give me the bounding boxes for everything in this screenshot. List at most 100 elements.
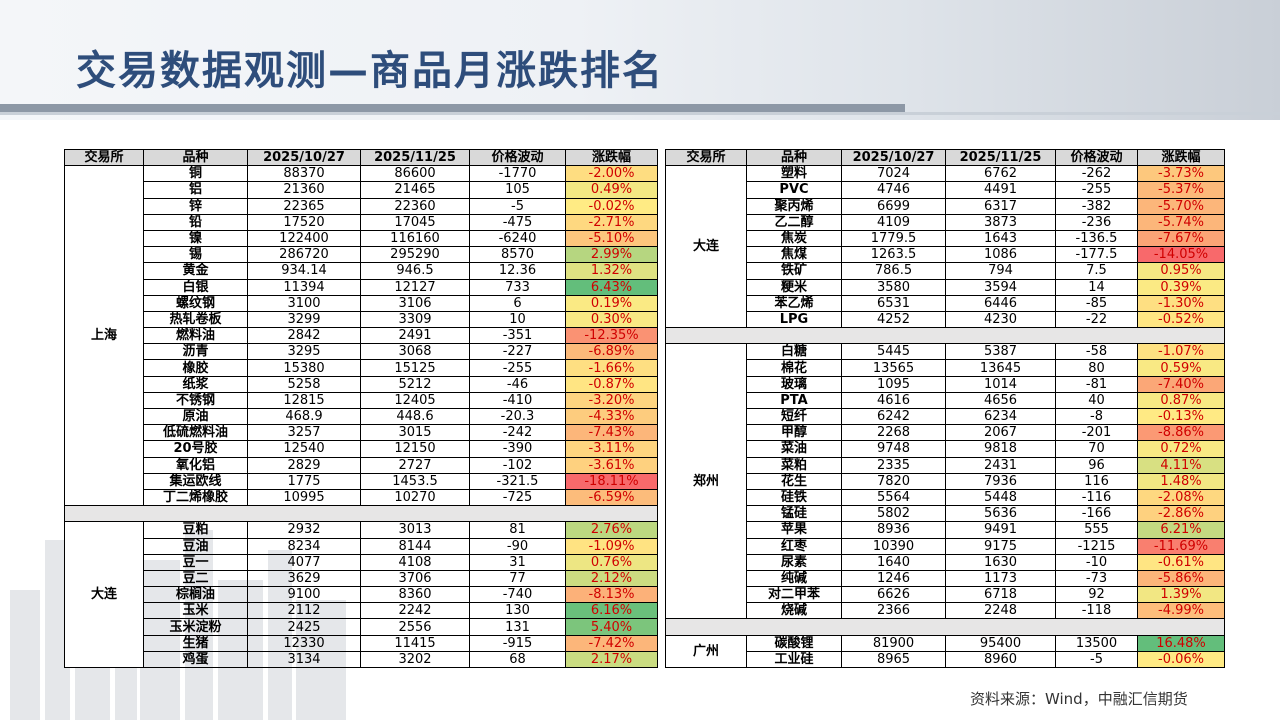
price-end-cell: 3873 [945,213,1056,231]
pct-change-cell: -14.05% [1137,246,1225,264]
header-stripe [0,104,905,112]
table-row: 纯碱 1246 1173 -73 -5.86% [666,569,1225,588]
product-cell: 甲醇 [746,424,842,442]
header-pct: 涨跌幅 [1137,148,1225,167]
price-start-cell: 9100 [247,586,361,604]
price-start-cell: 4746 [841,181,946,199]
price-end-cell: 1630 [945,553,1056,571]
table-row: 大连 塑料 7024 6762 -262 -3.73% [665,165,1225,329]
table-row: PTA 4616 4656 40 0.87% [666,391,1225,410]
table-row: 乙二醇 4109 3873 -236 -5.74% [666,213,1225,231]
price-change-cell: -73 [1055,569,1138,588]
pct-change-cell: -8.86% [1137,424,1225,442]
product-cell: 粳米 [746,278,842,296]
pct-change-cell: -7.42% [565,634,658,652]
price-start-cell: 6626 [841,586,946,604]
price-end-cell: 3015 [360,424,470,442]
price-change-cell: -1770 [469,165,566,183]
pct-change-cell: 16.48% [1137,634,1225,652]
price-start-cell: 8936 [841,521,946,539]
price-end-cell: 12405 [360,391,470,410]
product-cell: 塑料 [746,165,842,183]
price-end-cell: 10270 [360,488,470,507]
price-start-cell: 1640 [841,553,946,571]
product-cell: 烧碱 [746,602,842,620]
product-cell: 工业硅 [746,650,842,669]
price-end-cell: 15125 [360,359,470,377]
price-end-cell: 7936 [945,472,1056,490]
price-start-cell: 13565 [841,359,946,377]
price-change-cell: -262 [1055,165,1138,183]
product-cell: 棕榈油 [143,586,248,604]
product-cell: 白银 [143,278,248,296]
price-end-cell: 4491 [945,181,1056,199]
price-end-cell: 4108 [360,553,470,571]
price-change-cell: -915 [469,634,566,652]
price-start-cell: 10995 [247,488,361,507]
price-change-cell: -740 [469,586,566,604]
product-cell: 燃料油 [143,327,248,345]
table-row: 烧碱 2366 2248 -118 -4.99% [666,602,1225,620]
price-end-cell: 8144 [360,537,470,555]
pct-change-cell: -0.61% [1137,553,1225,571]
separator-cell [665,327,1225,345]
price-end-cell: 1453.5 [360,472,470,490]
price-change-cell: -58 [1055,343,1138,361]
price-end-cell: 794 [945,262,1056,280]
pct-change-cell: 0.87% [1137,391,1225,410]
price-end-cell: 2727 [360,456,470,474]
price-start-cell: 3629 [247,569,361,588]
price-change-cell: -382 [1055,197,1138,215]
header-pct: 涨跌幅 [565,148,658,167]
price-change-cell: 81 [469,521,566,539]
header-underline [0,112,1280,115]
price-end-cell: 448.6 [360,407,470,426]
price-end-cell: 12150 [360,440,470,458]
pct-change-cell: -1.07% [1137,343,1225,361]
price-start-cell: 10390 [841,537,946,555]
price-end-cell: 11415 [360,634,470,652]
price-end-cell: 1173 [945,569,1056,588]
table-row: 甲醇 2268 2067 -201 -8.86% [666,424,1225,442]
product-cell: 热轧卷板 [143,310,248,329]
price-change-cell: -227 [469,343,566,361]
price-change-cell: 116 [1055,472,1138,490]
exchange-cell: 广州 [665,634,747,669]
table-row: 菜粕 2335 2431 96 4.11% [666,456,1225,474]
pct-change-cell: -5.86% [1137,569,1225,588]
pct-change-cell: -3.20% [565,391,658,410]
product-cell: 对二甲苯 [746,586,842,604]
product-cell: 棉花 [746,359,842,377]
price-start-cell: 11394 [247,278,361,296]
table-row: 丁二烯橡胶 10995 10270 -725 -6.59% [65,488,658,507]
price-start-cell: 6699 [841,197,946,215]
exchange-cell: 郑州 [665,343,747,620]
price-start-cell: 12540 [247,440,361,458]
price-start-cell: 2842 [247,327,361,345]
price-change-cell: 31 [469,553,566,571]
price-end-cell: 3706 [360,569,470,588]
price-change-cell: -321.5 [469,472,566,490]
table-header-row: 交易所 品种 2025/10/27 2025/11/25 价格波动 涨跌幅 [665,148,1225,167]
price-start-cell: 2268 [841,424,946,442]
product-cell: 纸浆 [143,375,248,393]
group-separator-row [665,618,1225,636]
price-end-cell: 3309 [360,310,470,329]
table-row: 锡 286720 295290 8570 2.99% [65,246,658,264]
product-cell: 铝 [143,181,248,199]
product-cell: 苯乙烯 [746,294,842,312]
pct-change-cell: 0.95% [1137,262,1225,280]
price-start-cell: 3257 [247,424,361,442]
price-start-cell: 2112 [247,602,361,620]
pct-change-cell: -0.06% [1137,650,1225,669]
price-start-cell: 5258 [247,375,361,393]
header-exchange: 交易所 [64,148,144,167]
price-end-cell: 9175 [945,537,1056,555]
product-cell: 豆一 [143,553,248,571]
pct-change-cell: 2.99% [565,246,658,264]
table-row: 铝 21360 21465 105 0.49% [65,181,658,199]
header-background [0,0,1280,120]
price-change-cell: 733 [469,278,566,296]
price-end-cell: 2491 [360,327,470,345]
pct-change-cell: -4.99% [1137,602,1225,620]
